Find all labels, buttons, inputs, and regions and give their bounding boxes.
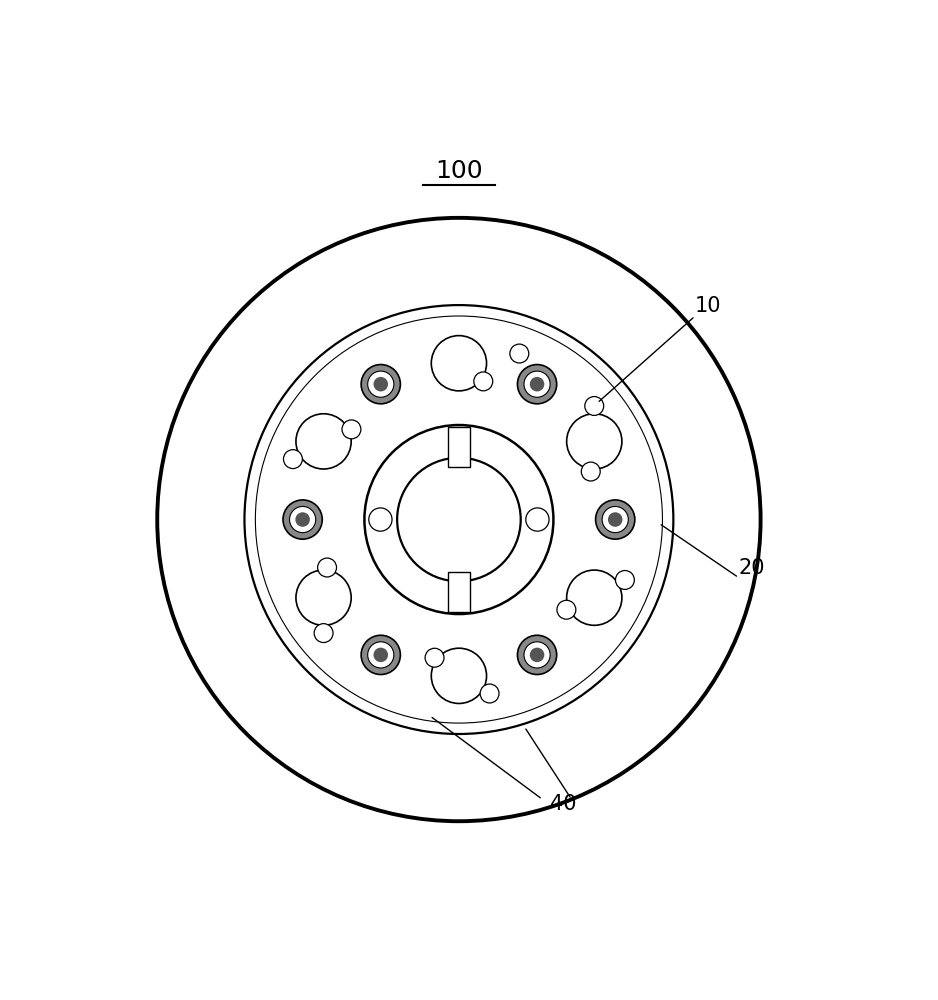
Circle shape xyxy=(518,635,556,675)
Circle shape xyxy=(615,571,634,589)
Circle shape xyxy=(397,458,521,581)
Circle shape xyxy=(518,365,556,404)
Circle shape xyxy=(295,414,351,469)
Bar xyxy=(448,572,470,612)
Circle shape xyxy=(530,648,544,662)
Text: 40: 40 xyxy=(550,794,576,814)
Circle shape xyxy=(584,397,604,415)
Circle shape xyxy=(530,377,544,391)
Circle shape xyxy=(524,642,551,668)
Text: 100: 100 xyxy=(435,159,483,183)
Circle shape xyxy=(431,648,487,703)
Circle shape xyxy=(245,305,673,734)
Circle shape xyxy=(596,500,635,539)
Circle shape xyxy=(361,365,401,404)
Circle shape xyxy=(318,558,337,577)
Circle shape xyxy=(283,450,302,469)
Circle shape xyxy=(510,344,529,363)
Text: 10: 10 xyxy=(695,296,721,316)
Circle shape xyxy=(567,570,622,625)
Circle shape xyxy=(526,508,549,531)
Bar xyxy=(448,427,470,467)
Circle shape xyxy=(295,570,351,625)
Circle shape xyxy=(368,642,394,668)
Circle shape xyxy=(158,218,761,821)
Circle shape xyxy=(361,635,401,675)
Circle shape xyxy=(373,377,388,391)
Text: 20: 20 xyxy=(739,558,765,578)
Circle shape xyxy=(373,648,388,662)
Circle shape xyxy=(295,512,310,527)
Circle shape xyxy=(369,508,392,531)
Circle shape xyxy=(314,624,333,643)
Circle shape xyxy=(480,684,499,703)
Circle shape xyxy=(368,371,394,397)
Circle shape xyxy=(602,506,628,533)
Circle shape xyxy=(431,336,487,391)
Circle shape xyxy=(364,425,553,614)
Circle shape xyxy=(474,372,492,391)
Circle shape xyxy=(342,420,361,439)
Circle shape xyxy=(567,414,622,469)
Circle shape xyxy=(425,648,444,667)
Circle shape xyxy=(290,506,316,533)
Circle shape xyxy=(608,512,623,527)
Circle shape xyxy=(582,462,600,481)
Circle shape xyxy=(557,600,576,619)
Circle shape xyxy=(283,500,323,539)
Circle shape xyxy=(524,371,551,397)
